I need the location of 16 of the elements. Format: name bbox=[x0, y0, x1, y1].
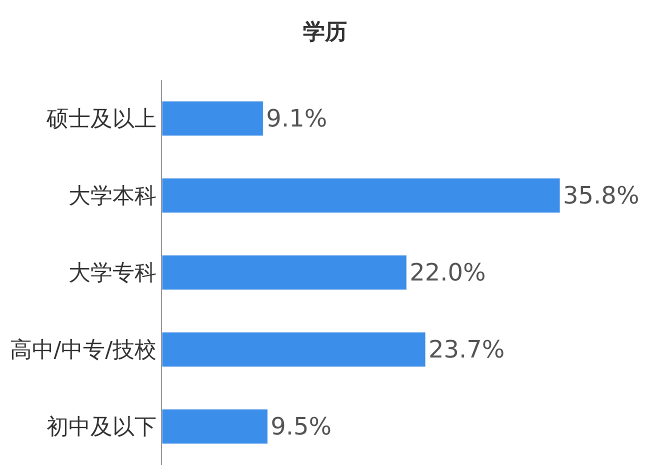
bar bbox=[162, 100, 264, 136]
bar bbox=[162, 408, 268, 444]
y-tick-label: 大学专科 bbox=[68, 261, 157, 286]
bar bbox=[162, 178, 560, 214]
data-label: 9.5% bbox=[270, 412, 332, 441]
y-tick-label: 硕士及以上 bbox=[46, 107, 157, 132]
y-tick-label: 大学本科 bbox=[68, 184, 157, 210]
data-label: 9.1% bbox=[266, 104, 328, 133]
data-label: 22.0% bbox=[410, 258, 486, 287]
data-label: 35.8% bbox=[563, 182, 640, 210]
chart-title: 学历 bbox=[303, 20, 347, 46]
bar bbox=[162, 332, 426, 368]
bar bbox=[162, 254, 407, 290]
y-tick-label: 高中/中专/技校 bbox=[10, 338, 157, 364]
data-label: 23.7% bbox=[428, 336, 505, 364]
y-tick-label: 初中及以下 bbox=[46, 415, 157, 440]
